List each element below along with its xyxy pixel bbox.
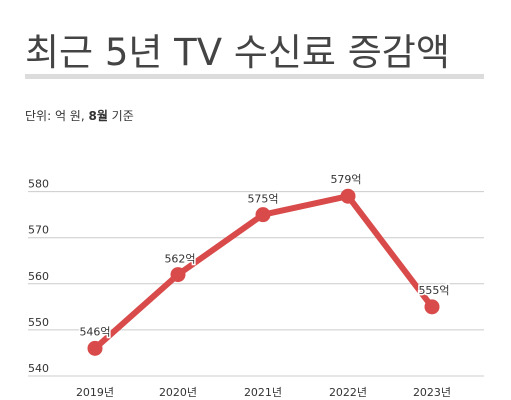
x-tick-label: 2023년: [413, 386, 451, 399]
unit-note: 단위: 억 원, 8월 기준: [25, 107, 134, 124]
series-points: [87, 188, 440, 356]
data-labels: 546억 562억 575억 579억 555억: [78, 172, 451, 340]
data-point: [87, 340, 103, 356]
y-tick-label: 540: [28, 362, 49, 375]
y-tick-label: 580: [28, 178, 49, 191]
unit-note-month: 8월: [88, 109, 108, 123]
unit-note-prefix: 단위: 억 원,: [25, 109, 89, 123]
y-tick-label: 560: [28, 270, 49, 283]
data-label: 575억: [247, 193, 278, 206]
x-tick-label: 2020년: [159, 386, 197, 399]
x-axis-ticks: 2019년 2020년 2021년 2022년 2023년: [76, 386, 451, 399]
y-tick-label: 550: [28, 316, 49, 329]
data-label: 546억: [79, 325, 110, 338]
data-point: [170, 267, 186, 283]
x-tick-label: 2022년: [329, 386, 367, 399]
gridlines: [28, 191, 484, 377]
x-tick-label: 2021년: [244, 386, 282, 399]
x-tick-label: 2019년: [76, 386, 114, 399]
data-point: [424, 299, 440, 315]
data-label: 579억: [330, 173, 361, 186]
y-tick-label: 570: [28, 224, 49, 237]
data-point: [340, 188, 356, 204]
y-axis-ticks: 540 550 560 570 580: [28, 178, 49, 375]
unit-note-suffix: 기준: [107, 109, 134, 123]
data-label: 555억: [418, 284, 449, 297]
chart-title: 최근 5년 TV 수신료 증감액: [25, 31, 450, 74]
data-label: 562억: [164, 253, 195, 266]
title-divider: [25, 74, 484, 79]
data-point: [255, 207, 271, 223]
